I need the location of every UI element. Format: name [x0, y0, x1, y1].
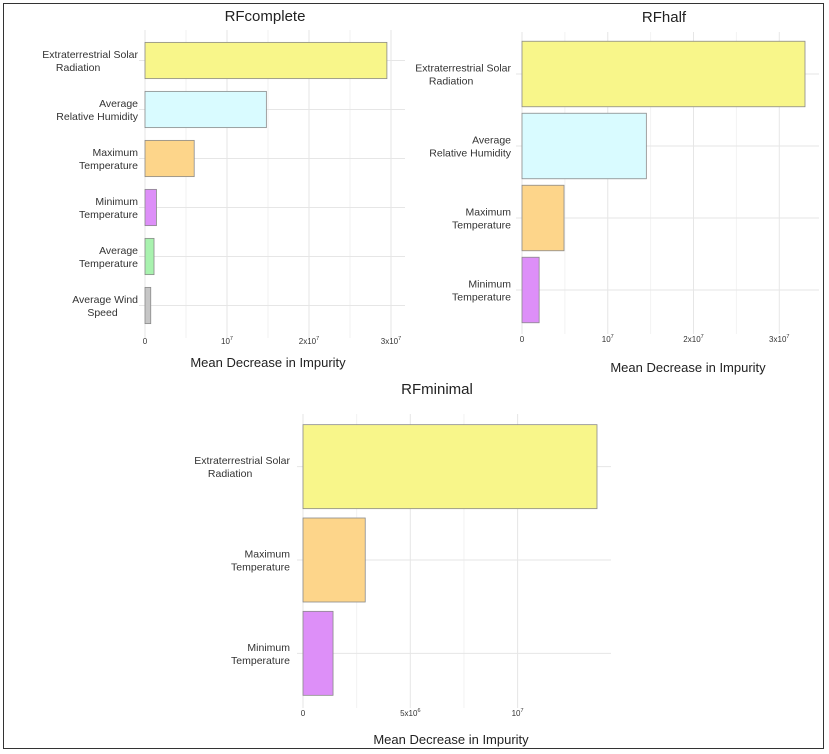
bar-minimum-temperature — [521, 256, 540, 324]
category-label: Extraterrestrial Solar — [42, 49, 138, 61]
x-tick-label: 0 — [143, 337, 148, 346]
category-label: Minimum — [95, 196, 138, 208]
chart-title: RFminimal — [401, 381, 473, 398]
category-label: Maximum — [465, 207, 511, 219]
bar-extraterrestrial-solar-radiation — [521, 40, 806, 108]
bar-minimum-temperature — [302, 610, 334, 696]
bar-average-relative-humidity — [521, 112, 647, 180]
category-label: Temperature — [79, 160, 138, 172]
chart-title: RFcomplete — [225, 8, 306, 25]
category-label: Temperature — [79, 258, 138, 270]
x-axis-label: Mean Decrease in Impurity — [373, 732, 529, 747]
x-tick-label: 5x106 — [400, 708, 420, 718]
x-tick-label: 3x107 — [769, 334, 789, 344]
x-tick-label: 107 — [602, 334, 614, 344]
category-label: Maximum — [244, 549, 290, 561]
x-tick-label: 2x107 — [299, 336, 319, 346]
figure-frame — [3, 3, 824, 749]
category-label: Average — [99, 98, 138, 110]
category-label: Speed — [87, 307, 118, 319]
category-label: Relative Humidity — [56, 111, 138, 123]
bar-average-relative-humidity — [144, 90, 267, 129]
x-tick-label: 0 — [301, 709, 306, 718]
x-axis-label: Mean Decrease in Impurity — [610, 360, 766, 375]
bar-maximum-temperature — [302, 517, 366, 603]
category-label: Radiation — [56, 62, 101, 74]
x-tick-label: 3x107 — [381, 336, 401, 346]
category-label: Extraterrestrial Solar — [194, 455, 290, 467]
x-tick-label: 2x107 — [683, 334, 703, 344]
category-label: Maximum — [92, 147, 138, 159]
bar-average-temperature — [144, 237, 155, 276]
chart-panel-rfminimal: Extraterrestrial SolarRadiationMaximumTe… — [194, 381, 611, 747]
x-tick-label: 107 — [221, 336, 233, 346]
x-tick-label: 0 — [520, 335, 525, 344]
category-label: Temperature — [231, 562, 290, 574]
category-label: Radiation — [208, 468, 253, 480]
category-label: Extraterrestrial Solar — [415, 63, 511, 75]
bar-extraterrestrial-solar-radiation — [144, 41, 388, 80]
category-label: Relative Humidity — [429, 148, 511, 160]
category-label: Temperature — [231, 655, 290, 667]
category-label: Temperature — [79, 209, 138, 221]
x-tick-label: 107 — [512, 708, 524, 718]
chart-title: RFhalf — [642, 9, 687, 26]
bar-maximum-temperature — [144, 139, 195, 178]
chart-panel-rfcomplete: Extraterrestrial SolarRadiationAverageRe… — [42, 8, 405, 370]
category-label: Average — [99, 245, 138, 257]
category-label: Temperature — [452, 220, 511, 232]
category-label: Temperature — [452, 292, 511, 304]
bar-maximum-temperature — [521, 184, 565, 252]
x-axis-label: Mean Decrease in Impurity — [190, 355, 346, 370]
category-label: Average — [472, 135, 511, 147]
bar-minimum-temperature — [144, 188, 157, 227]
category-label: Minimum — [247, 642, 290, 654]
bar-average-wind-speed — [144, 286, 152, 325]
category-label: Average Wind — [72, 294, 138, 306]
bar-extraterrestrial-solar-radiation — [302, 424, 598, 510]
category-label: Minimum — [468, 279, 511, 291]
category-label: Radiation — [429, 76, 474, 88]
